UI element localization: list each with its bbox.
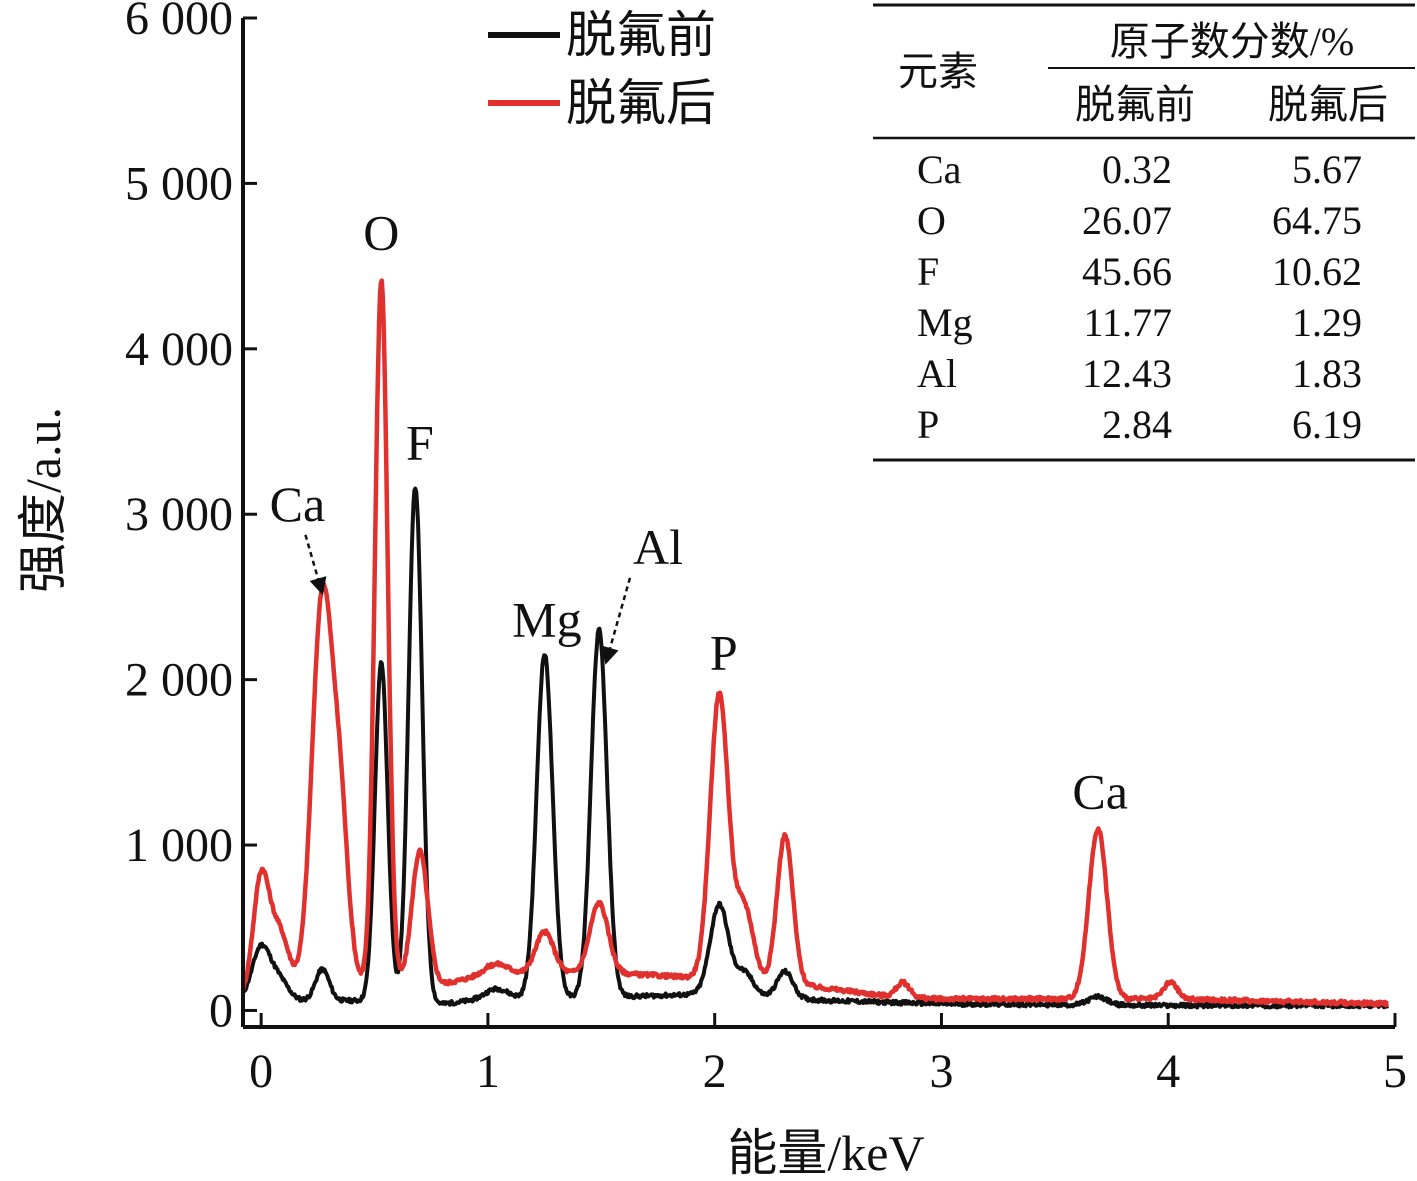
- x-tick-label: 2: [703, 1045, 727, 1098]
- peak-label: F: [406, 415, 434, 471]
- axes: 0 1 2 3 4 5 0 1 000 2 000 3 000 4 000 5 000 6 000: [125, 0, 1407, 1098]
- table-cell-before: 0.32: [1102, 147, 1172, 192]
- table-cell-element: O: [917, 198, 946, 243]
- peak-annotations: Ca O F Mg Al P Ca: [270, 205, 1128, 820]
- table-cell-before: 11.77: [1083, 300, 1172, 345]
- legend: 脱氟前 脱氟后: [488, 7, 716, 131]
- table-cell-element: Al: [917, 351, 957, 396]
- table-cell-element: Mg: [917, 300, 973, 345]
- table-cell-after: 10.62: [1272, 249, 1362, 294]
- peak-label: Al: [633, 519, 683, 575]
- table-header-after: 脱氟后: [1268, 82, 1388, 127]
- table-row: P 2.84 6.19: [917, 402, 1362, 447]
- table-cell-before: 26.07: [1082, 198, 1172, 243]
- legend-label-after: 脱氟后: [566, 75, 716, 131]
- plot-area: [240, 278, 1390, 1010]
- table-row: Ca 0.32 5.67: [917, 147, 1362, 192]
- peak-arrow: [304, 534, 327, 596]
- x-tick-label: 0: [249, 1045, 273, 1098]
- table-cell-element: P: [917, 402, 939, 447]
- x-tick-label: 1: [476, 1045, 500, 1098]
- table-header-group: 原子数分数/%: [1110, 19, 1354, 64]
- x-tick-label: 4: [1156, 1045, 1180, 1098]
- peak-label: Ca: [1072, 764, 1128, 820]
- peak-label: Ca: [270, 476, 326, 532]
- composition-table: 元素 原子数分数/% 脱氟前 脱氟后 Ca 0.32 5.67 O 26.07 64.75…: [873, 3, 1415, 462]
- table-cell-after: 6.19: [1292, 402, 1362, 447]
- table-cell-before: 2.84: [1102, 402, 1172, 447]
- table-row: Al 12.43 1.83: [917, 351, 1362, 396]
- table-header-before: 脱氟前: [1075, 82, 1195, 127]
- y-tick-label: 5 000: [125, 157, 233, 210]
- table-cell-element: F: [917, 249, 939, 294]
- x-tick-label: 3: [929, 1045, 953, 1098]
- table-header-element: 元素: [898, 49, 978, 94]
- y-tick-label: 1 000: [125, 819, 233, 872]
- y-tick-label: 6 000: [125, 0, 233, 45]
- peak-arrow: [601, 577, 632, 665]
- x-tick-label: 5: [1383, 1045, 1407, 1098]
- table-cell-before: 45.66: [1082, 249, 1172, 294]
- series-line-after: [240, 278, 1390, 1008]
- x-axis-title: 能量/keV: [727, 1125, 924, 1181]
- table-row: O 26.07 64.75: [917, 198, 1362, 243]
- y-ticks: 0 1 000 2 000 3 000 4 000 5 000 6 000: [125, 0, 257, 1037]
- y-tick-label: 2 000: [125, 654, 233, 707]
- y-axis-title: 强度/a.u.: [15, 407, 71, 593]
- table-row: Mg 11.77 1.29: [917, 300, 1362, 345]
- peak-label: Mg: [512, 592, 581, 648]
- table-cell-after: 1.29: [1292, 300, 1362, 345]
- legend-label-before: 脱氟前: [566, 7, 716, 63]
- peak-label: O: [363, 205, 399, 261]
- table-cell-element: Ca: [917, 147, 962, 192]
- table-cell-after: 1.83: [1292, 351, 1362, 396]
- table-row: F 45.66 10.62: [917, 249, 1362, 294]
- table-cell-after: 5.67: [1292, 147, 1362, 192]
- table-cell-before: 12.43: [1082, 351, 1172, 396]
- table-body: Ca 0.32 5.67 O 26.07 64.75 F 45.66 10.62 Mg 11.77 1…: [917, 147, 1362, 447]
- y-tick-label: 3 000: [125, 488, 233, 541]
- y-tick-label: 0: [209, 984, 233, 1037]
- series-line-before: [241, 486, 1390, 1010]
- peak-label: P: [710, 625, 738, 681]
- y-tick-label: 4 000: [125, 323, 233, 376]
- x-ticks: 0 1 2 3 4 5: [249, 1013, 1407, 1098]
- table-cell-after: 64.75: [1272, 198, 1362, 243]
